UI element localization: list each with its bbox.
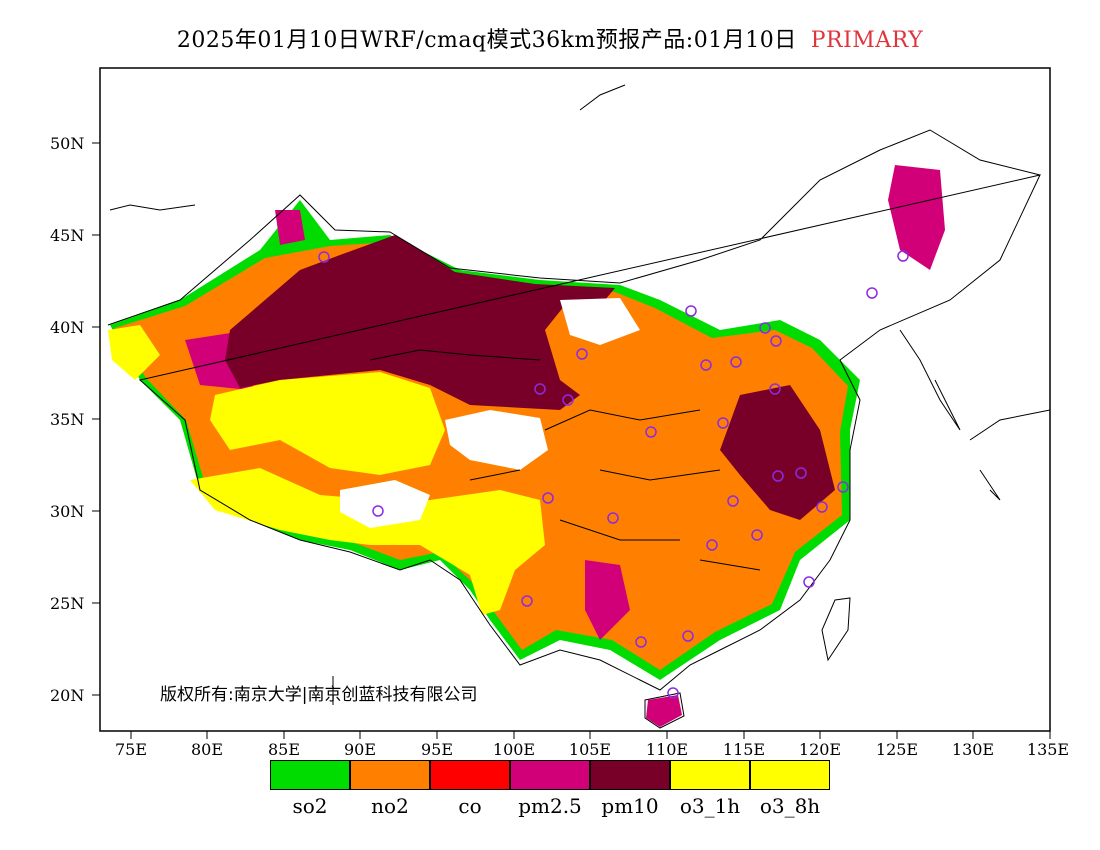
station-marker [751, 529, 763, 541]
lon-label: 95E [420, 740, 454, 759]
station-marker [759, 322, 771, 334]
legend-label: co [458, 794, 482, 818]
map-title: 2025年01月10日WRF/cmaq模式36km预报产品:01月10日 PRIM… [0, 22, 1100, 54]
station-marker [772, 470, 784, 482]
legend-swatch-o3-1h [670, 760, 750, 790]
hainan-coast [644, 692, 685, 729]
province-lines [369, 349, 761, 571]
china-outline [107, 129, 1041, 691]
station-marker [770, 335, 782, 347]
region-pm25-nw [275, 210, 305, 245]
tick-marks [92, 142, 1051, 739]
lat-label: 20N [50, 686, 85, 705]
station-marker [576, 348, 588, 360]
lat-label: 45N [50, 226, 85, 245]
legend-swatch-so2 [270, 760, 350, 790]
lon-label: 115E [722, 740, 766, 759]
lat-label: 50N [50, 134, 85, 153]
station-marker [866, 287, 878, 299]
lat-label: 35N [50, 410, 85, 429]
plot-frame [99, 67, 1051, 732]
legend-swatch-co [430, 760, 510, 790]
lon-label: 105E [568, 740, 612, 759]
lon-label: 75E [114, 740, 148, 759]
lon-label: 130E [951, 740, 995, 759]
station-marker [816, 501, 828, 513]
lon-label: 125E [875, 740, 919, 759]
station-marker [897, 250, 909, 262]
taiwan-coast [821, 597, 851, 662]
station-marker [837, 481, 849, 493]
station-marker [803, 576, 815, 588]
legend-label: pm10 [601, 794, 659, 818]
legend-label: so2 [292, 794, 328, 818]
legend-label: pm2.5 [518, 794, 582, 818]
station-marker [645, 426, 657, 438]
legend-swatch-pm10 [590, 760, 670, 790]
japan-coast [969, 409, 1051, 501]
station-marker [727, 495, 739, 507]
station-marker [700, 359, 712, 371]
station-marker [795, 467, 807, 479]
lon-label: 80E [190, 740, 224, 759]
legend-label: o3_1h [679, 794, 741, 818]
station-marker [717, 417, 729, 429]
region-pm25-south [585, 560, 630, 640]
boundaries [107, 84, 1051, 729]
region-pm25-ne [888, 165, 945, 270]
station-markers [318, 250, 909, 699]
korea-coast [899, 329, 961, 431]
region-pm25-hainan [646, 695, 682, 727]
lon-label: 100E [492, 740, 536, 759]
region-o3-plateau [210, 372, 445, 475]
station-marker [607, 512, 619, 524]
lat-label: 30N [50, 502, 85, 521]
station-marker [542, 492, 554, 504]
region-clear-sichuan [560, 298, 640, 345]
station-marker [667, 687, 679, 699]
station-marker [685, 305, 697, 317]
title-main: 2025年01月10日WRF/cmaq模式36km预报产品:01月10日 [176, 28, 797, 53]
legend-label: o3_8h [759, 794, 821, 818]
station-marker [682, 630, 694, 642]
legend-swatch-pm2-5 [510, 760, 590, 790]
station-marker [521, 595, 533, 607]
title-product: PRIMARY [810, 28, 924, 53]
station-marker [769, 383, 781, 395]
lon-label: 90E [343, 740, 377, 759]
lon-label: 110E [645, 740, 689, 759]
legend-swatch-no2 [350, 760, 430, 790]
legend-swatch-o3-8h [750, 760, 830, 790]
copyright-text: 版权所有:南京大学|南京创蓝科技有限公司 [160, 685, 478, 705]
region-pm10-east [720, 385, 835, 520]
station-marker [730, 356, 742, 368]
lon-label: 85E [267, 740, 301, 759]
legend-label: no2 [371, 794, 409, 818]
station-marker [706, 539, 718, 551]
region-pm10-north [225, 235, 615, 410]
region-clear-tibet [340, 480, 430, 528]
lat-label: 25N [50, 594, 85, 613]
station-marker [318, 251, 330, 263]
station-marker [534, 383, 546, 395]
station-marker [635, 636, 647, 648]
region-clear-qinghai [445, 410, 548, 470]
region-o3-west [108, 325, 160, 380]
lon-label: 120E [798, 740, 842, 759]
pollutant-regions [108, 165, 945, 727]
northern-border [109, 84, 626, 211]
lat-label: 40N [50, 318, 85, 337]
station-marker [562, 394, 574, 406]
region-o3-south [190, 468, 545, 615]
station-marker [372, 505, 384, 517]
lon-label: 135E [1026, 740, 1070, 759]
